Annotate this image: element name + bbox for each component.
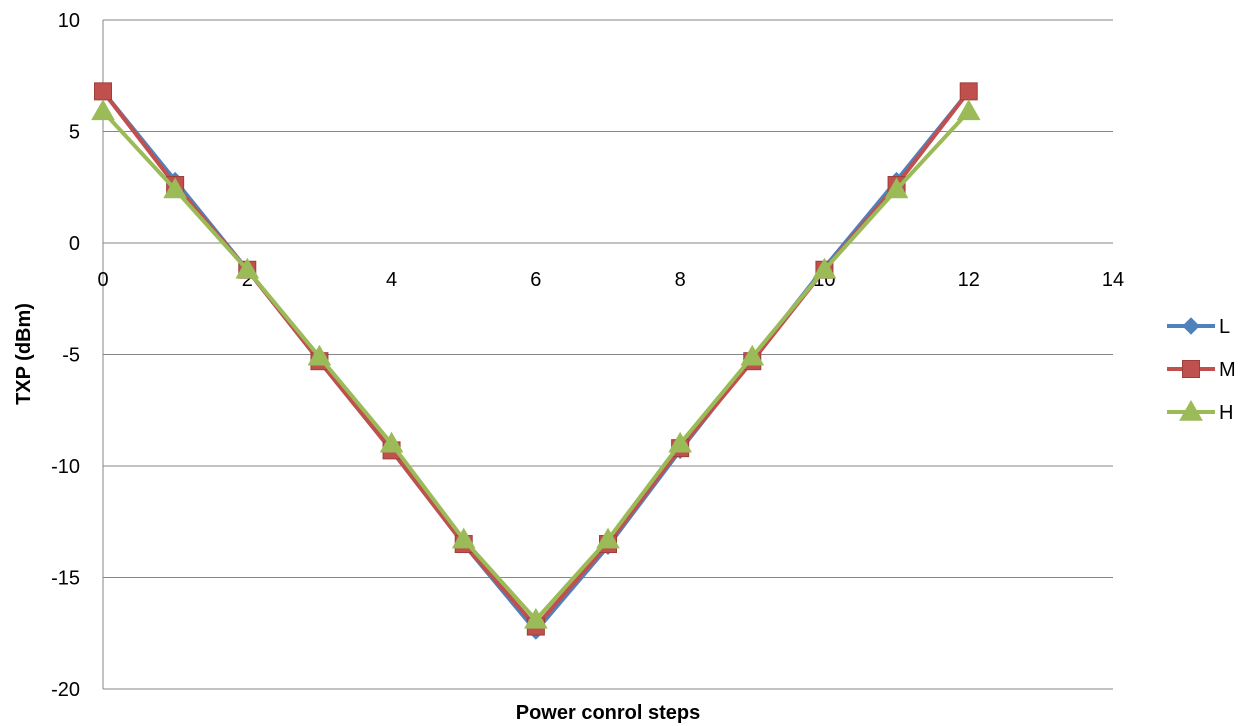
- data-point-H: [451, 527, 476, 549]
- axes: [102, 20, 1113, 689]
- y-tick-label: 0: [69, 233, 80, 255]
- data-point-H: [523, 607, 548, 629]
- data-point-H: [956, 99, 981, 121]
- y-tick-label: 5: [69, 122, 80, 144]
- legend-marker: [1179, 399, 1203, 421]
- y-tick-label: -20: [51, 679, 80, 701]
- data-point-H: [91, 99, 115, 121]
- legend-item-H: H: [1167, 399, 1233, 424]
- x-tick-label: 14: [1102, 269, 1124, 291]
- series-M: [94, 82, 978, 636]
- legend-marker: [1182, 317, 1200, 335]
- series-line-L: [101, 90, 971, 634]
- legend-label: H: [1219, 402, 1233, 424]
- y-tick-label: 10: [58, 10, 80, 32]
- data-point-H: [596, 527, 620, 549]
- legend-label: M: [1219, 359, 1236, 381]
- legend-label: L: [1219, 316, 1230, 338]
- x-tick-label: 0: [97, 269, 108, 291]
- series-L: [94, 82, 978, 640]
- data-point-M: [94, 82, 112, 101]
- data-point-H: [884, 177, 909, 199]
- legend-marker: [1182, 360, 1200, 378]
- x-tick-label: 6: [530, 269, 541, 291]
- y-tick-label: -15: [51, 568, 80, 590]
- y-tick-labels: 10 5 0 -5 -10 -15 -20: [51, 10, 80, 701]
- x-tick-label: 2: [242, 269, 253, 291]
- data-point-H: [812, 257, 837, 279]
- x-axis-title: Power conrol steps: [516, 702, 701, 724]
- legend: LMH: [1167, 316, 1236, 424]
- x-tick-label: 4: [386, 269, 397, 291]
- y-tick-label: -10: [51, 456, 80, 478]
- data-point-H: [668, 431, 693, 453]
- data-point-H: [740, 344, 765, 366]
- data-point-H: [163, 177, 188, 199]
- data-point-M: [959, 82, 978, 101]
- series-H: [91, 99, 981, 629]
- y-axis-title: TXP (dBm): [13, 303, 35, 405]
- series-line-M: [101, 90, 971, 629]
- x-tick-label: 8: [675, 269, 686, 291]
- y-tick-label: -5: [62, 345, 80, 367]
- x-tick-label: 12: [958, 269, 980, 291]
- data-point-H: [307, 344, 332, 366]
- series-line-H: [101, 110, 971, 622]
- data-point-H: [235, 257, 260, 279]
- data-point-H: [379, 431, 404, 453]
- legend-item-L: L: [1167, 316, 1230, 338]
- series-layer: [91, 82, 981, 640]
- legend-item-M: M: [1167, 359, 1236, 381]
